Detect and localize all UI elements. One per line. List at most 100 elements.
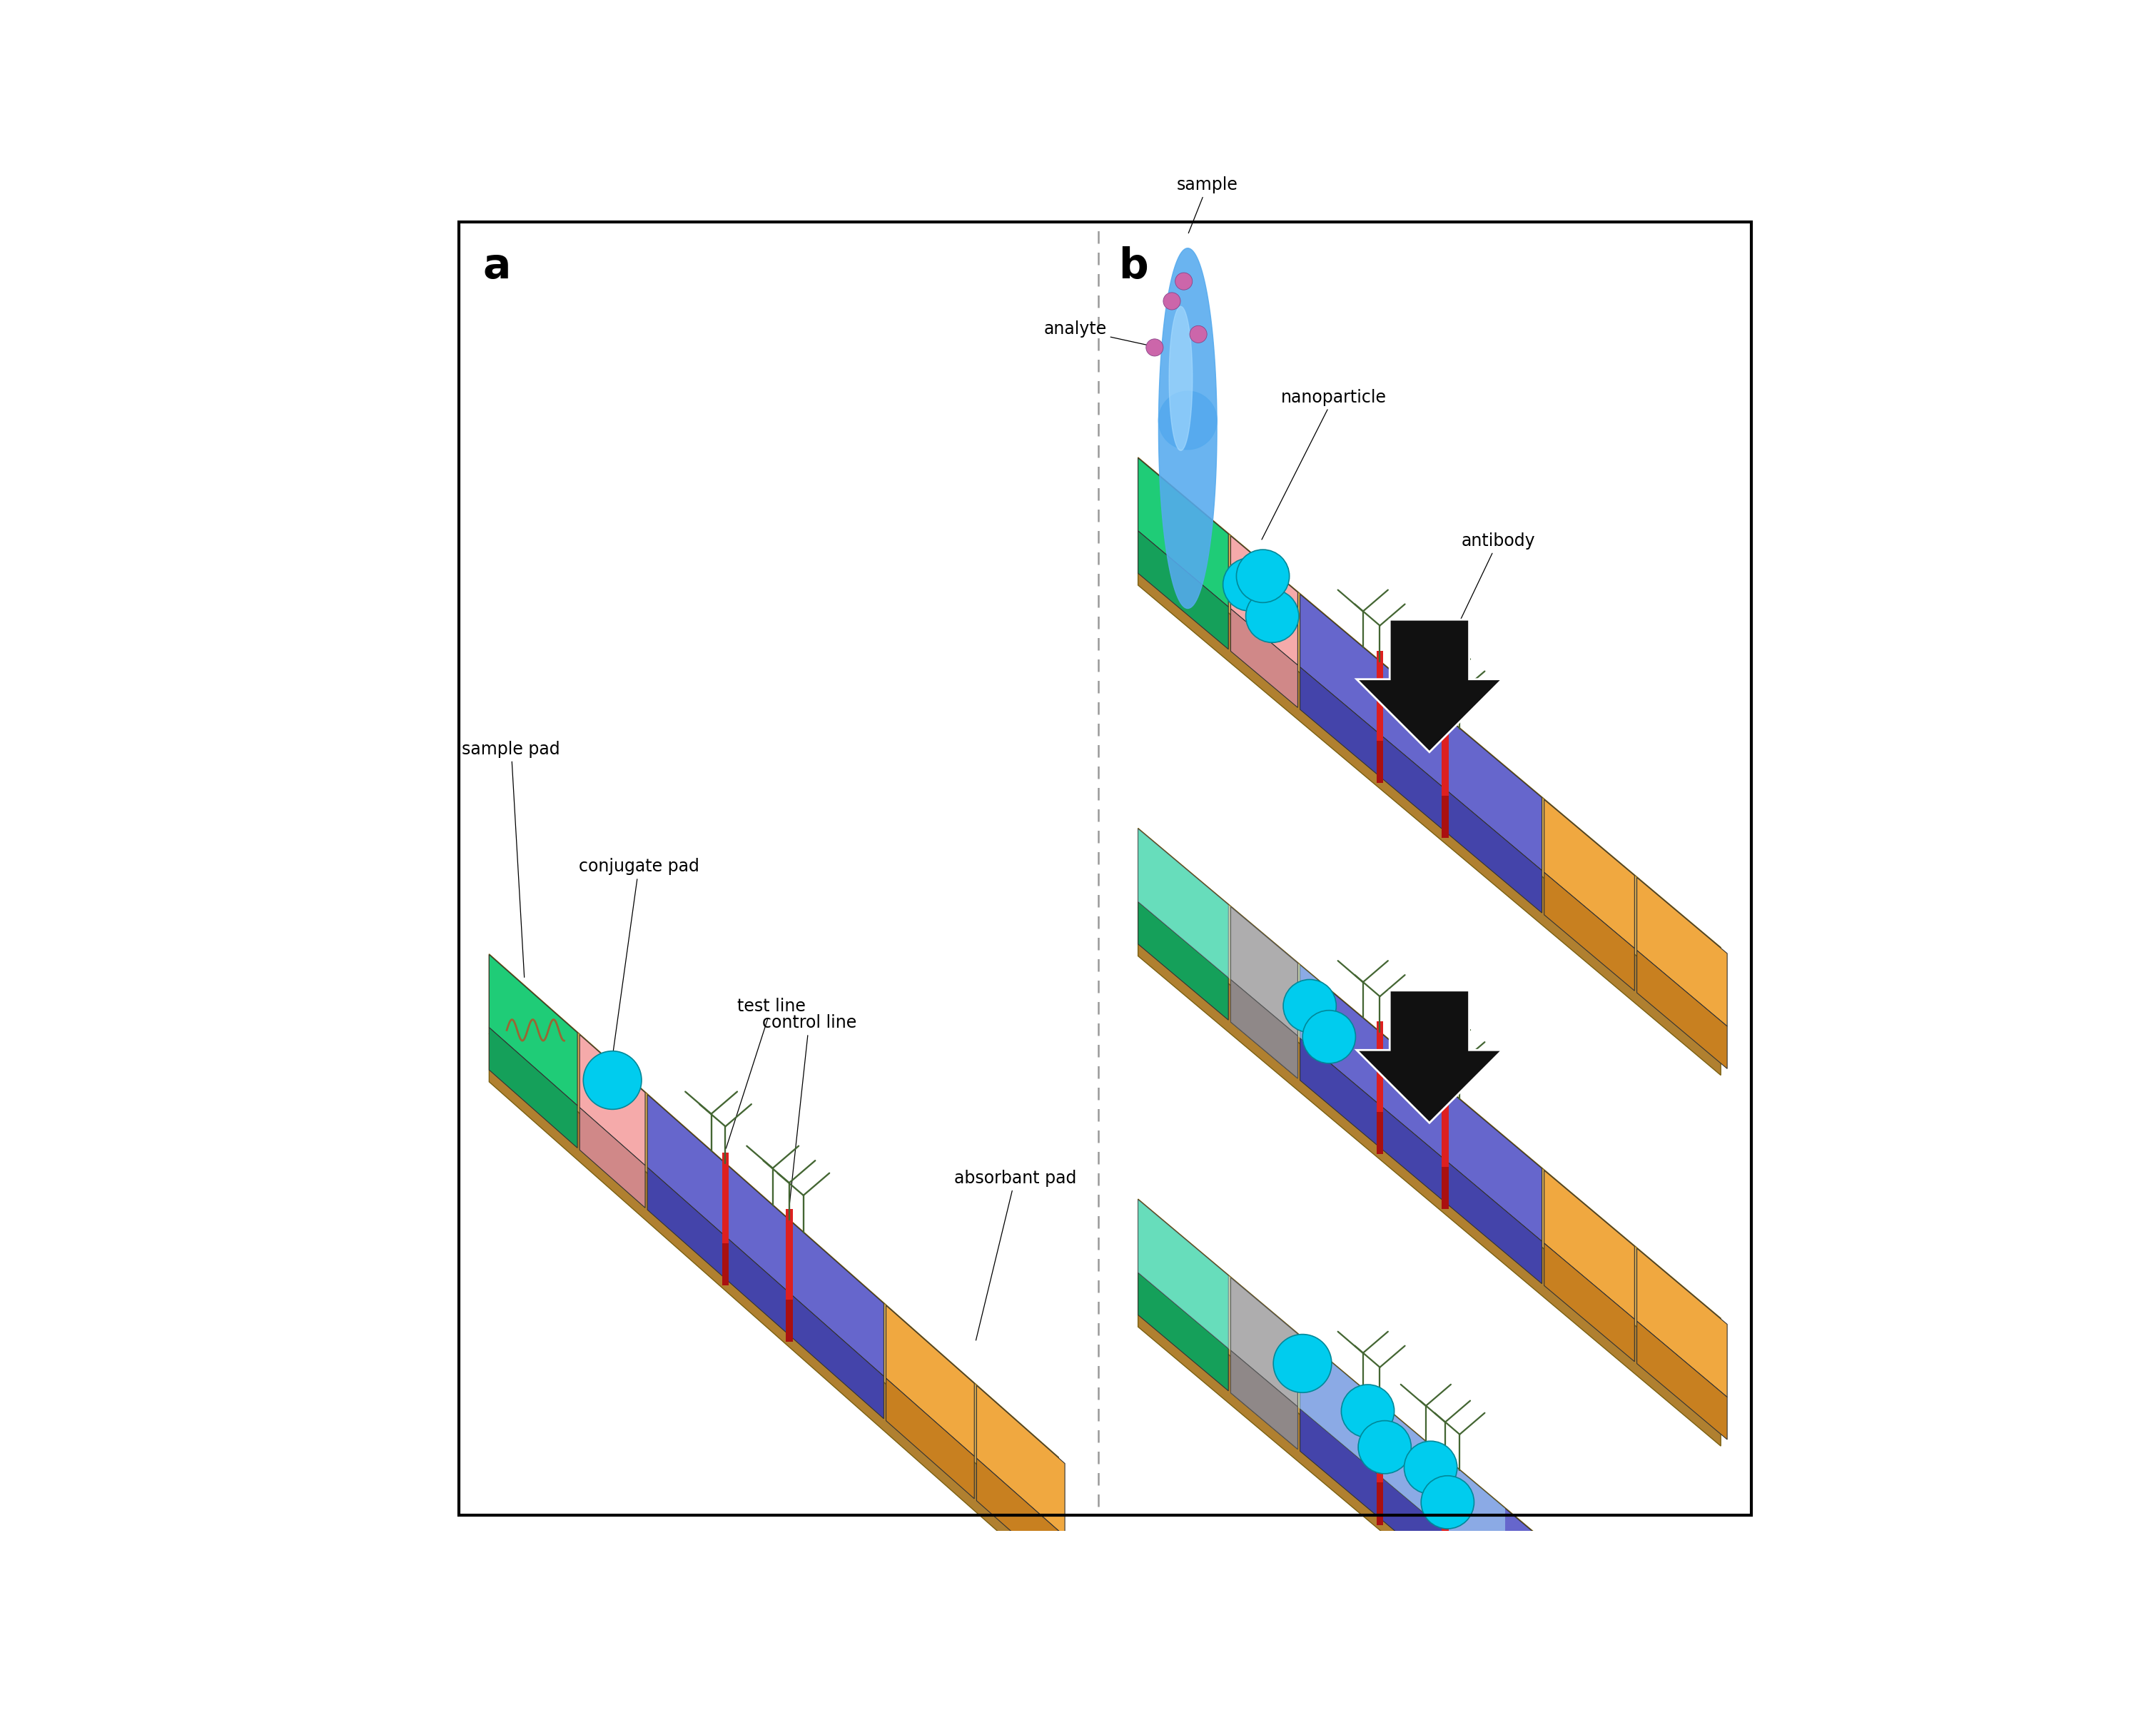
Polygon shape — [1231, 1350, 1298, 1450]
Polygon shape — [1636, 1321, 1727, 1440]
Polygon shape — [1231, 537, 1298, 666]
Text: b: b — [1119, 246, 1147, 287]
Circle shape — [1147, 339, 1164, 356]
Polygon shape — [647, 1168, 884, 1419]
Polygon shape — [1442, 705, 1449, 796]
Polygon shape — [1138, 1278, 1720, 1720]
Circle shape — [1274, 1335, 1332, 1393]
Polygon shape — [1544, 1170, 1634, 1319]
Text: nanoparticle: nanoparticle — [1261, 389, 1386, 540]
Polygon shape — [1231, 980, 1298, 1078]
Text: absorbant pad: absorbant pad — [955, 1170, 1076, 1340]
Polygon shape — [1376, 741, 1384, 783]
Polygon shape — [1231, 1278, 1298, 1407]
Polygon shape — [1300, 965, 1542, 1242]
Polygon shape — [1138, 1201, 1229, 1348]
Polygon shape — [1636, 877, 1727, 1027]
Polygon shape — [1376, 650, 1384, 741]
Polygon shape — [1138, 1201, 1505, 1581]
Text: antibody: antibody — [1447, 533, 1535, 650]
Polygon shape — [1376, 1483, 1384, 1526]
Circle shape — [1222, 557, 1276, 611]
Polygon shape — [1158, 390, 1216, 449]
Polygon shape — [1636, 1249, 1727, 1397]
Polygon shape — [1356, 619, 1503, 752]
Polygon shape — [1376, 1022, 1384, 1111]
Text: sample pad: sample pad — [461, 741, 561, 977]
Polygon shape — [1300, 1409, 1542, 1655]
Polygon shape — [1442, 1447, 1449, 1538]
Polygon shape — [1442, 1166, 1449, 1209]
Polygon shape — [1442, 1077, 1449, 1166]
Polygon shape — [1138, 829, 1229, 977]
Polygon shape — [1544, 800, 1634, 948]
Polygon shape — [1376, 1111, 1384, 1154]
Polygon shape — [1300, 595, 1542, 870]
Polygon shape — [1138, 908, 1720, 1447]
Polygon shape — [489, 955, 1059, 1536]
Text: a: a — [483, 246, 511, 287]
Circle shape — [1175, 273, 1192, 291]
Polygon shape — [1138, 458, 1720, 1027]
Circle shape — [1190, 325, 1207, 342]
Polygon shape — [886, 1305, 975, 1457]
Polygon shape — [1231, 980, 1298, 1078]
Circle shape — [1404, 1441, 1457, 1495]
Polygon shape — [1138, 829, 1720, 1398]
Polygon shape — [489, 955, 578, 1106]
Polygon shape — [1138, 829, 1319, 1054]
Polygon shape — [1138, 531, 1229, 648]
Text: conjugate pad: conjugate pad — [578, 858, 699, 1054]
Polygon shape — [1138, 901, 1229, 1020]
Polygon shape — [785, 1209, 793, 1299]
Polygon shape — [722, 1244, 729, 1285]
Text: sample: sample — [1177, 177, 1238, 234]
Polygon shape — [1138, 537, 1720, 1075]
Polygon shape — [1158, 248, 1216, 609]
Polygon shape — [977, 1386, 1065, 1536]
Circle shape — [1164, 292, 1181, 310]
Polygon shape — [1300, 1037, 1542, 1283]
Polygon shape — [1138, 458, 1229, 607]
Polygon shape — [580, 1035, 645, 1166]
Circle shape — [1341, 1385, 1395, 1438]
Circle shape — [1302, 1010, 1356, 1063]
Text: test line: test line — [727, 998, 806, 1149]
Polygon shape — [489, 1034, 1059, 1586]
Polygon shape — [1138, 1273, 1229, 1391]
Polygon shape — [1544, 1244, 1634, 1362]
Circle shape — [1283, 979, 1337, 1032]
Polygon shape — [785, 1299, 793, 1342]
Polygon shape — [1636, 1692, 1727, 1720]
Polygon shape — [1138, 1199, 1720, 1720]
Circle shape — [1246, 590, 1298, 643]
Polygon shape — [1169, 306, 1192, 451]
Polygon shape — [647, 1094, 884, 1376]
Text: analyte: analyte — [1044, 320, 1156, 347]
Polygon shape — [1231, 906, 1298, 1035]
Polygon shape — [1231, 1350, 1298, 1450]
Polygon shape — [1442, 1538, 1449, 1579]
Polygon shape — [580, 1108, 645, 1207]
Polygon shape — [886, 1378, 975, 1498]
Polygon shape — [1544, 1541, 1634, 1691]
Circle shape — [1421, 1476, 1475, 1529]
Polygon shape — [1636, 951, 1727, 1068]
Polygon shape — [1636, 1619, 1727, 1720]
Polygon shape — [977, 1459, 1065, 1579]
Text: control line: control line — [761, 1015, 856, 1204]
Polygon shape — [489, 1027, 578, 1147]
Polygon shape — [1300, 667, 1542, 913]
Polygon shape — [1231, 1278, 1298, 1407]
Polygon shape — [1231, 609, 1298, 707]
Polygon shape — [1544, 1613, 1634, 1720]
Polygon shape — [722, 1152, 729, 1244]
Polygon shape — [1442, 796, 1449, 838]
Polygon shape — [1356, 991, 1503, 1123]
Circle shape — [584, 1051, 642, 1109]
Polygon shape — [1544, 872, 1634, 991]
Polygon shape — [1300, 1336, 1542, 1612]
Polygon shape — [1231, 906, 1298, 1035]
Polygon shape — [1376, 1393, 1384, 1483]
Circle shape — [1235, 550, 1289, 602]
